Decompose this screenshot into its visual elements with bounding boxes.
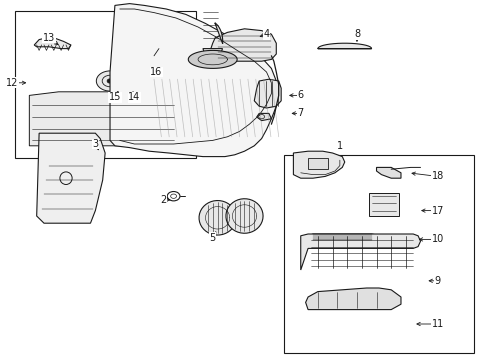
Bar	[368, 193, 398, 216]
Text: 6: 6	[297, 90, 303, 100]
Polygon shape	[225, 199, 263, 233]
Bar	[307, 158, 327, 169]
Polygon shape	[29, 92, 176, 146]
Text: 8: 8	[353, 29, 359, 39]
Text: 1: 1	[336, 141, 342, 151]
Text: 4: 4	[263, 29, 269, 39]
Text: 9: 9	[434, 276, 440, 286]
Polygon shape	[300, 234, 420, 270]
Bar	[15, 11, 195, 158]
Text: 17: 17	[430, 206, 443, 216]
Polygon shape	[254, 79, 281, 108]
Polygon shape	[110, 4, 278, 157]
Bar	[124, 61, 134, 72]
Circle shape	[119, 68, 140, 84]
Text: 16: 16	[150, 67, 163, 77]
Polygon shape	[34, 38, 71, 49]
Text: 7: 7	[297, 108, 303, 118]
Bar	[283, 155, 473, 353]
Polygon shape	[188, 50, 237, 68]
Circle shape	[144, 56, 163, 70]
Polygon shape	[210, 29, 276, 61]
Circle shape	[107, 79, 113, 83]
Text: 13: 13	[42, 33, 55, 43]
Text: 12: 12	[6, 78, 19, 88]
Text: 18: 18	[430, 171, 443, 181]
Text: 2: 2	[161, 195, 166, 205]
Polygon shape	[214, 23, 222, 44]
Polygon shape	[303, 234, 381, 241]
Polygon shape	[305, 288, 400, 310]
Text: 5: 5	[209, 233, 215, 243]
Polygon shape	[256, 113, 271, 121]
Text: 3: 3	[92, 139, 98, 149]
Polygon shape	[203, 49, 222, 56]
Polygon shape	[199, 201, 236, 235]
Text: 14: 14	[128, 92, 141, 102]
Polygon shape	[37, 133, 105, 223]
Text: 15: 15	[108, 92, 121, 102]
Polygon shape	[376, 167, 400, 178]
Polygon shape	[293, 151, 344, 178]
Text: 11: 11	[430, 319, 443, 329]
Polygon shape	[317, 43, 371, 49]
Circle shape	[96, 71, 123, 91]
Text: 10: 10	[430, 234, 443, 244]
